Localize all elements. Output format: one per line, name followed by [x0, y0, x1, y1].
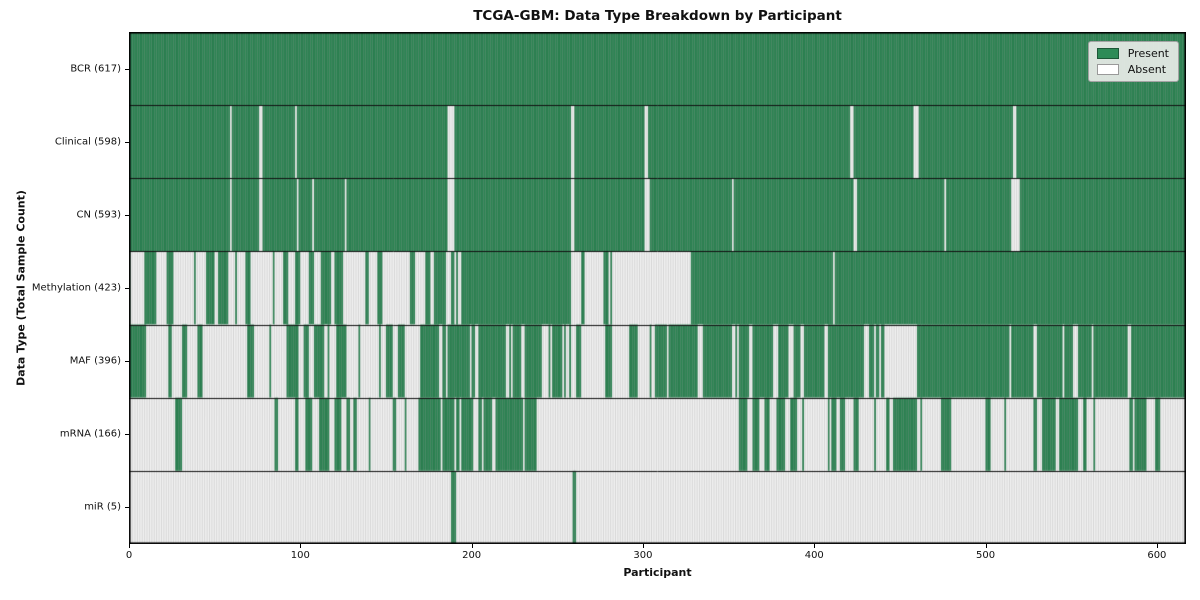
x-tick-mark — [986, 544, 987, 548]
y-tick-mark — [125, 142, 129, 143]
x-tick-mark — [129, 544, 130, 548]
y-tick-label: MAF (396) — [69, 355, 121, 367]
plot-area — [129, 32, 1186, 544]
y-tick-mark — [125, 434, 129, 435]
legend: Present Absent — [1087, 41, 1179, 82]
legend-item-absent: Absent — [1096, 63, 1169, 76]
x-tick-mark — [643, 544, 644, 548]
y-tick-label: BCR (617) — [70, 63, 121, 75]
x-tick-label: 0 — [125, 550, 133, 561]
y-tick-mark — [125, 507, 129, 508]
legend-label-present: Present — [1127, 47, 1169, 60]
x-tick-mark — [814, 544, 815, 548]
absent-swatch-icon — [1096, 64, 1119, 75]
x-tick-mark — [300, 544, 301, 548]
x-tick-label: 500 — [976, 550, 996, 561]
y-tick-mark — [125, 69, 129, 70]
x-tick-mark — [1157, 544, 1158, 548]
y-tick-mark — [125, 361, 129, 362]
y-tick-mark — [125, 288, 129, 289]
x-tick-mark — [472, 544, 473, 548]
x-tick-label: 200 — [462, 550, 482, 561]
x-axis-label: Participant — [623, 566, 692, 579]
x-tick-label: 600 — [1147, 550, 1167, 561]
legend-item-present: Present — [1096, 47, 1169, 60]
x-tick-label: 100 — [290, 550, 310, 561]
y-tick-label: Clinical (598) — [54, 136, 121, 148]
y-tick-mark — [125, 215, 129, 216]
y-tick-label: Methylation (423) — [31, 282, 121, 294]
present-swatch-icon — [1096, 48, 1119, 59]
legend-label-absent: Absent — [1127, 63, 1167, 76]
x-tick-label: 300 — [633, 550, 653, 561]
y-tick-label: mRNA (166) — [59, 428, 121, 440]
y-tick-label: CN (593) — [76, 209, 121, 221]
y-axis-label: Data Type (Total Sample Count) — [14, 190, 28, 386]
chart-canvas — [129, 32, 1186, 544]
chart-title: TCGA-GBM: Data Type Breakdown by Partici… — [473, 8, 842, 24]
y-tick-label: miR (5) — [84, 501, 121, 513]
x-tick-label: 400 — [804, 550, 824, 561]
